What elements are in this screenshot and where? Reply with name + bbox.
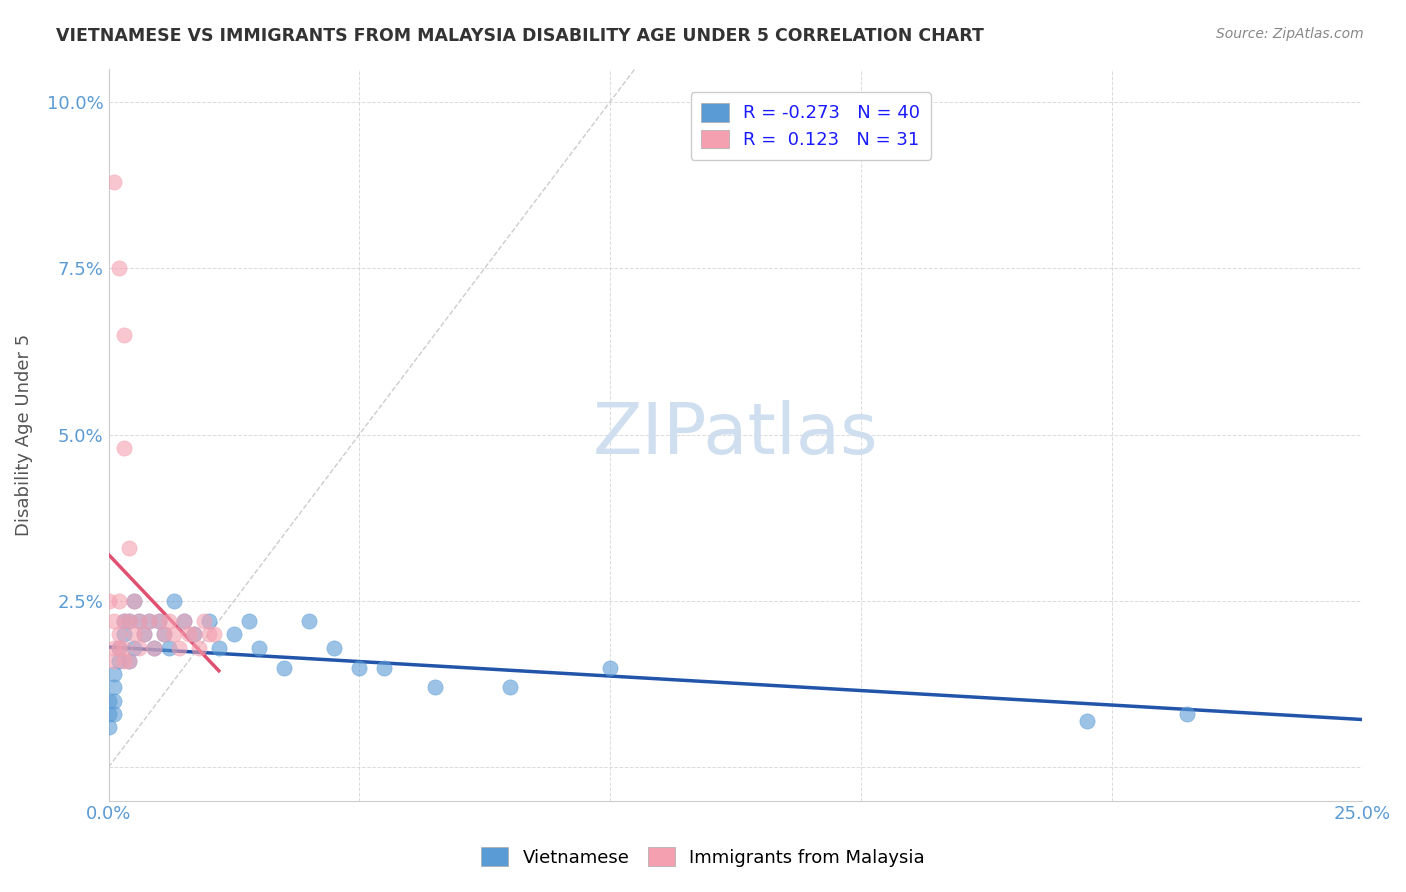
- Point: [163, 594, 186, 608]
- Point: [97, 694, 120, 708]
- Point: [148, 614, 170, 628]
- Point: [349, 660, 371, 674]
- Point: [187, 640, 209, 655]
- Point: [298, 614, 321, 628]
- Point: [198, 627, 221, 641]
- Point: [373, 660, 395, 674]
- Point: [103, 694, 125, 708]
- Point: [128, 614, 150, 628]
- Point: [208, 640, 231, 655]
- Point: [107, 640, 129, 655]
- Point: [103, 681, 125, 695]
- Point: [103, 667, 125, 681]
- Point: [173, 614, 195, 628]
- Legend: R = -0.273   N = 40, R =  0.123   N = 31: R = -0.273 N = 40, R = 0.123 N = 31: [690, 92, 931, 160]
- Point: [103, 707, 125, 722]
- Point: [247, 640, 270, 655]
- Point: [183, 627, 205, 641]
- Point: [157, 640, 180, 655]
- Point: [112, 627, 135, 641]
- Y-axis label: Disability Age Under 5: Disability Age Under 5: [15, 334, 32, 536]
- Point: [238, 614, 260, 628]
- Point: [177, 627, 200, 641]
- Point: [122, 627, 145, 641]
- Point: [97, 594, 120, 608]
- Point: [97, 707, 120, 722]
- Point: [1175, 707, 1198, 722]
- Point: [152, 627, 174, 641]
- Point: [112, 640, 135, 655]
- Point: [122, 640, 145, 655]
- Point: [183, 627, 205, 641]
- Point: [142, 640, 165, 655]
- Point: [173, 614, 195, 628]
- Point: [112, 441, 135, 455]
- Point: [152, 627, 174, 641]
- Point: [142, 640, 165, 655]
- Point: [1076, 714, 1098, 728]
- Point: [103, 614, 125, 628]
- Point: [103, 175, 125, 189]
- Point: [132, 627, 155, 641]
- Point: [157, 614, 180, 628]
- Point: [132, 627, 155, 641]
- Point: [103, 654, 125, 668]
- Point: [198, 614, 221, 628]
- Point: [202, 627, 225, 641]
- Legend: Vietnamese, Immigrants from Malaysia: Vietnamese, Immigrants from Malaysia: [474, 840, 932, 874]
- Point: [112, 327, 135, 342]
- Point: [222, 627, 245, 641]
- Point: [117, 614, 139, 628]
- Point: [122, 594, 145, 608]
- Point: [117, 541, 139, 555]
- Point: [103, 640, 125, 655]
- Point: [107, 627, 129, 641]
- Point: [112, 654, 135, 668]
- Point: [112, 614, 135, 628]
- Point: [163, 627, 186, 641]
- Point: [122, 594, 145, 608]
- Point: [499, 681, 522, 695]
- Point: [138, 614, 160, 628]
- Text: ZIPatlas: ZIPatlas: [593, 401, 879, 469]
- Point: [128, 640, 150, 655]
- Point: [97, 720, 120, 734]
- Point: [107, 654, 129, 668]
- Point: [193, 614, 215, 628]
- Point: [107, 261, 129, 276]
- Point: [423, 681, 446, 695]
- Point: [599, 660, 621, 674]
- Point: [323, 640, 346, 655]
- Point: [148, 614, 170, 628]
- Point: [167, 640, 190, 655]
- Point: [117, 654, 139, 668]
- Text: VIETNAMESE VS IMMIGRANTS FROM MALAYSIA DISABILITY AGE UNDER 5 CORRELATION CHART: VIETNAMESE VS IMMIGRANTS FROM MALAYSIA D…: [56, 27, 984, 45]
- Point: [107, 594, 129, 608]
- Point: [107, 640, 129, 655]
- Point: [112, 614, 135, 628]
- Point: [117, 614, 139, 628]
- Text: Source: ZipAtlas.com: Source: ZipAtlas.com: [1216, 27, 1364, 41]
- Point: [138, 614, 160, 628]
- Point: [117, 654, 139, 668]
- Point: [128, 614, 150, 628]
- Point: [273, 660, 295, 674]
